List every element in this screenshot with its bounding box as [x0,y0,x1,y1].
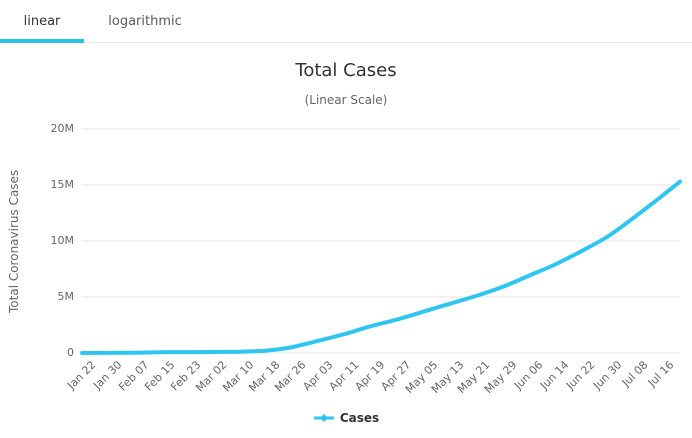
legend-label: Cases [339,411,380,425]
chart-title: Total Cases [295,60,397,81]
active-tab-underline [0,39,84,43]
tab-linear[interactable]: linear [23,13,61,29]
scale-tabs: linear logarithmic [0,0,692,43]
legend-line-marker-icon [313,414,334,422]
plot-area [80,128,682,355]
y-axis-tick-label: 10M [50,234,75,247]
chart-area: Total Cases (Linear Scale) Total Coronav… [0,43,692,438]
chart-subtitle: (Linear Scale) [304,93,388,107]
y-axis-tick-label: 0 [67,346,74,359]
tab-logarithmic[interactable]: logarithmic [108,13,182,29]
y-axis-tick-label: 15M [50,178,75,191]
legend-item-cases[interactable]: Cases [0,411,692,425]
y-axis-tick-label: 5M [57,290,75,303]
cases-series-line [80,179,682,355]
y-axis-tick-label: 20M [50,122,75,135]
